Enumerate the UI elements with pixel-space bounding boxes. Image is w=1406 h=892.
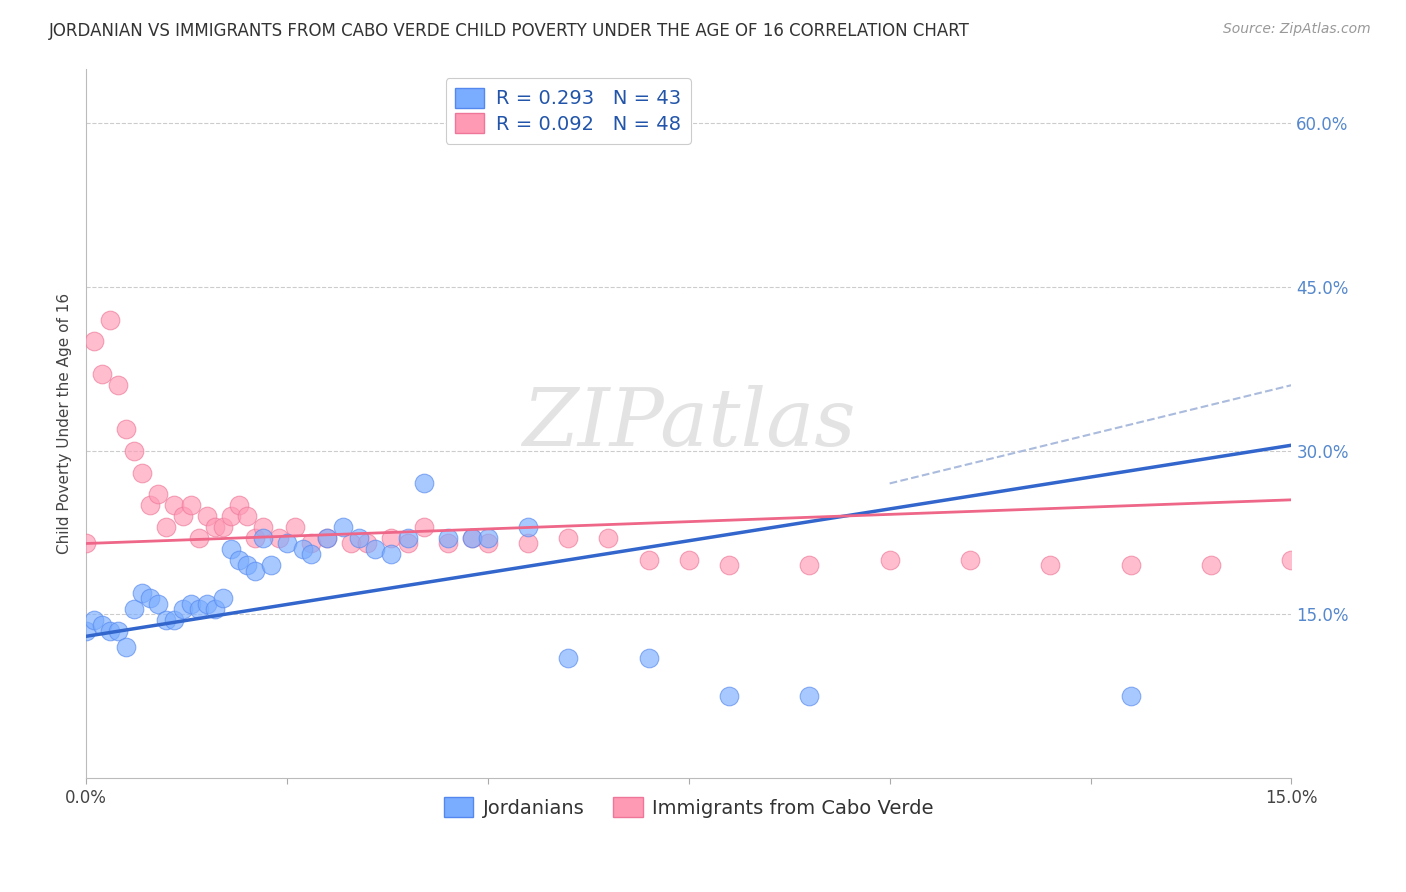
Y-axis label: Child Poverty Under the Age of 16: Child Poverty Under the Age of 16 — [58, 293, 72, 554]
Point — [107, 624, 129, 638]
Point — [517, 520, 540, 534]
Point — [75, 536, 97, 550]
Point — [461, 531, 484, 545]
Point — [115, 640, 138, 655]
Point — [139, 498, 162, 512]
Point — [380, 531, 402, 545]
Point — [155, 520, 177, 534]
Point — [211, 591, 233, 606]
Point — [717, 690, 740, 704]
Point — [195, 597, 218, 611]
Point — [139, 591, 162, 606]
Point — [260, 558, 283, 573]
Point — [477, 536, 499, 550]
Legend: Jordanians, Immigrants from Cabo Verde: Jordanians, Immigrants from Cabo Verde — [436, 789, 942, 825]
Text: Source: ZipAtlas.com: Source: ZipAtlas.com — [1223, 22, 1371, 37]
Point — [243, 531, 266, 545]
Point — [436, 531, 458, 545]
Point — [340, 536, 363, 550]
Point — [267, 531, 290, 545]
Point — [180, 597, 202, 611]
Point — [276, 536, 298, 550]
Point — [678, 553, 700, 567]
Point — [228, 553, 250, 567]
Point — [124, 602, 146, 616]
Point — [187, 602, 209, 616]
Point — [517, 536, 540, 550]
Point — [1119, 690, 1142, 704]
Point — [959, 553, 981, 567]
Text: JORDANIAN VS IMMIGRANTS FROM CABO VERDE CHILD POVERTY UNDER THE AGE OF 16 CORREL: JORDANIAN VS IMMIGRANTS FROM CABO VERDE … — [49, 22, 970, 40]
Point — [98, 312, 121, 326]
Point — [461, 531, 484, 545]
Point — [98, 624, 121, 638]
Point — [180, 498, 202, 512]
Point — [299, 548, 322, 562]
Point — [316, 531, 339, 545]
Point — [1199, 558, 1222, 573]
Point — [637, 553, 659, 567]
Point — [204, 602, 226, 616]
Point — [124, 443, 146, 458]
Point — [799, 558, 821, 573]
Point — [236, 509, 259, 524]
Point — [131, 466, 153, 480]
Point — [187, 531, 209, 545]
Point — [598, 531, 620, 545]
Point — [219, 509, 242, 524]
Point — [131, 585, 153, 599]
Point — [228, 498, 250, 512]
Point — [396, 531, 419, 545]
Point — [163, 498, 186, 512]
Point — [148, 597, 170, 611]
Point — [83, 613, 105, 627]
Point — [356, 536, 378, 550]
Point — [396, 536, 419, 550]
Point — [380, 548, 402, 562]
Point — [91, 618, 114, 632]
Point — [1281, 553, 1303, 567]
Point — [204, 520, 226, 534]
Point — [284, 520, 307, 534]
Point — [219, 541, 242, 556]
Point — [1119, 558, 1142, 573]
Point — [91, 368, 114, 382]
Point — [172, 509, 194, 524]
Point — [717, 558, 740, 573]
Point — [236, 558, 259, 573]
Point — [557, 531, 579, 545]
Point — [637, 651, 659, 665]
Point — [364, 541, 387, 556]
Point — [412, 476, 434, 491]
Point — [436, 536, 458, 550]
Point — [252, 531, 274, 545]
Point — [412, 520, 434, 534]
Point — [75, 624, 97, 638]
Point — [83, 334, 105, 349]
Point — [879, 553, 901, 567]
Point — [195, 509, 218, 524]
Point — [155, 613, 177, 627]
Point — [299, 536, 322, 550]
Point — [1039, 558, 1062, 573]
Point — [115, 422, 138, 436]
Point — [292, 541, 315, 556]
Point — [148, 487, 170, 501]
Point — [243, 564, 266, 578]
Point — [172, 602, 194, 616]
Point — [557, 651, 579, 665]
Point — [799, 690, 821, 704]
Point — [163, 613, 186, 627]
Point — [349, 531, 371, 545]
Point — [477, 531, 499, 545]
Point — [211, 520, 233, 534]
Point — [252, 520, 274, 534]
Text: ZIPatlas: ZIPatlas — [522, 384, 855, 462]
Point — [316, 531, 339, 545]
Point — [107, 378, 129, 392]
Point — [332, 520, 354, 534]
